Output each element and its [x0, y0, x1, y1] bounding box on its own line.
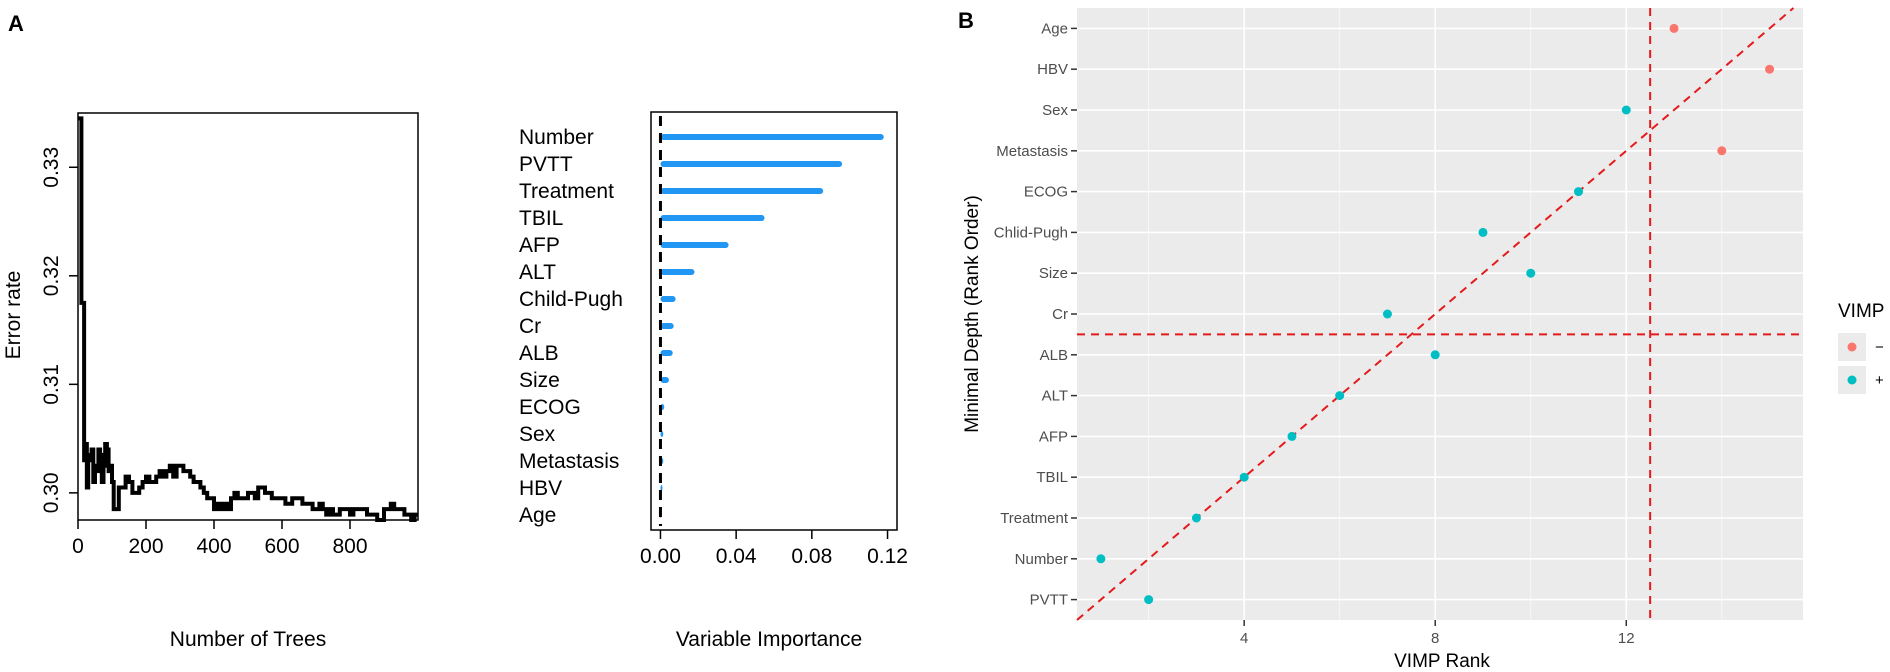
x-tick-label: 0.12 — [867, 545, 908, 568]
x-axis-title: VIMP Rank — [1394, 651, 1490, 672]
y-tick-label: Age — [1041, 20, 1068, 37]
y-tick-label: ALB — [1040, 347, 1068, 364]
variable-importance-chart: Number PVTT Treatment TBIL AFP ALT Child-Pugh C… — [519, 111, 908, 651]
y-tick-label: Cr — [1052, 306, 1068, 323]
scatter-point — [1430, 350, 1440, 360]
x-tick-label: 0 — [72, 535, 84, 558]
category-label: TBIL — [519, 207, 563, 230]
importance-bar — [660, 134, 884, 140]
scatter-point — [1478, 227, 1488, 237]
scatter-point — [1287, 431, 1297, 441]
importance-bar — [660, 242, 729, 248]
y-tick-label: HBV — [1037, 61, 1068, 78]
error-rate-line — [78, 116, 418, 522]
legend: VIMP − + — [1838, 301, 1884, 394]
panel-label-b: B — [958, 8, 974, 33]
category-label: Size — [519, 369, 560, 392]
y-tick-label: Treatment — [1000, 510, 1069, 527]
x-tick-label: 4 — [1240, 630, 1248, 647]
category-label: ALB — [519, 342, 559, 365]
y-tick-label: 0.32 — [40, 255, 63, 296]
y-tick-label: TBIL — [1036, 469, 1068, 486]
vimp-depth-scatter: Age HBV Sex Metastasis ECOG Chlid-Pugh Size Cr A… — [962, 7, 1884, 672]
y-tick-label: Size — [1039, 265, 1068, 282]
category-label: Child-Pugh — [519, 288, 623, 311]
x-tick-label: 0.00 — [640, 545, 681, 568]
legend-label: + — [1875, 372, 1884, 389]
error-rate-chart: 0 200 400 600 800 0.30 0.31 0.32 0.33 Number of T… — [2, 112, 419, 651]
y-tick-label: Number — [1015, 551, 1068, 568]
scatter-point — [1382, 309, 1392, 319]
category-label: Age — [519, 504, 556, 527]
importance-bar — [660, 431, 664, 437]
y-tick-label: 0.33 — [40, 147, 63, 188]
x-tick-label: 8 — [1431, 630, 1439, 647]
y-tick-label: 0.31 — [40, 364, 63, 405]
legend-label: − — [1875, 339, 1884, 356]
scatter-point — [1621, 105, 1631, 115]
plot-frame — [77, 112, 419, 521]
category-label: HBV — [519, 477, 562, 500]
x-tick-label: 200 — [128, 535, 163, 558]
importance-bar — [660, 215, 765, 221]
x-tick-label: 12 — [1618, 630, 1635, 647]
category-label: ALT — [519, 261, 556, 284]
legend-title: VIMP — [1838, 301, 1884, 322]
category-label: Cr — [519, 315, 541, 338]
category-label: Number — [519, 126, 594, 149]
scatter-point — [1191, 513, 1201, 523]
y-tick-label: Metastasis — [996, 143, 1068, 160]
x-tick-label: 0.04 — [716, 545, 757, 568]
category-label: PVTT — [519, 153, 573, 176]
scatter-point — [1096, 554, 1106, 564]
importance-bar — [660, 377, 669, 383]
scatter-point — [1239, 472, 1249, 482]
panel-label-a: A — [8, 11, 24, 36]
scatter-point — [1526, 268, 1536, 278]
y-tick-label: ECOG — [1024, 184, 1068, 201]
importance-bar — [660, 485, 663, 491]
category-label: Treatment — [519, 180, 614, 203]
scatter-point — [1144, 595, 1154, 605]
plot-frame — [650, 111, 898, 531]
importance-bar — [660, 350, 673, 356]
scatter-point — [1765, 64, 1775, 74]
category-label: ECOG — [519, 396, 581, 419]
importance-bar — [660, 188, 824, 194]
scatter-point — [1717, 146, 1727, 156]
category-label: Sex — [519, 423, 556, 446]
category-label: Metastasis — [519, 450, 619, 473]
scatter-point — [1574, 187, 1584, 197]
importance-bar — [660, 323, 674, 329]
x-axis-title: Variable Importance — [676, 628, 862, 651]
y-axis-title: Error rate — [2, 271, 25, 360]
importance-bar — [660, 161, 843, 167]
y-axis-title: Minimal Depth (Rank Order) — [962, 195, 983, 433]
scatter-point — [1335, 391, 1345, 401]
x-tick-label: 400 — [196, 535, 231, 558]
category-label: AFP — [519, 234, 560, 257]
x-tick-label: 0.08 — [791, 545, 832, 568]
y-tick-label: 0.30 — [40, 472, 63, 513]
importance-bar — [660, 269, 695, 275]
y-tick-label: ALT — [1042, 388, 1068, 405]
y-tick-label: Chlid-Pugh — [994, 224, 1068, 241]
x-tick-label: 800 — [332, 535, 367, 558]
y-tick-label: AFP — [1039, 428, 1068, 445]
x-tick-label: 600 — [264, 535, 299, 558]
importance-bar — [660, 296, 676, 302]
y-tick-label: Sex — [1042, 102, 1068, 119]
y-tick-label: PVTT — [1030, 592, 1068, 609]
scatter-point — [1669, 23, 1679, 33]
legend-swatch — [1847, 342, 1857, 352]
x-axis-title: Number of Trees — [170, 628, 326, 651]
legend-swatch — [1847, 375, 1857, 385]
